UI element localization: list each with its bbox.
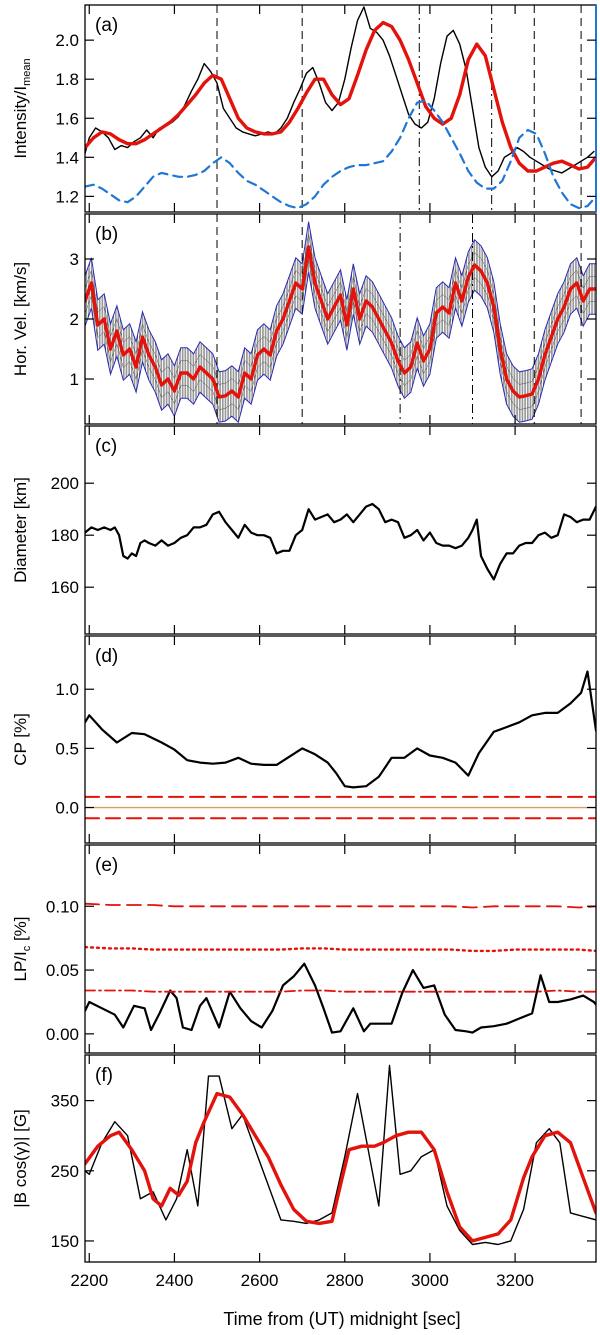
panel-e-plot-area xyxy=(85,902,596,1034)
series-B_smoothed xyxy=(85,1091,596,1243)
y-tick-label: 160 xyxy=(51,578,79,597)
series-LP_threshold_dotted xyxy=(85,945,596,953)
y-axis-label: CP [%] xyxy=(11,713,30,766)
x-tick-label: 2800 xyxy=(326,1271,364,1290)
y-axis-label: Intensity/Imean xyxy=(11,58,33,158)
y-axis-label: Hor. Vel. [km/s] xyxy=(11,262,30,376)
x-tick-label: 3200 xyxy=(496,1271,534,1290)
y-tick-label: 1 xyxy=(70,370,79,389)
series-LP xyxy=(85,962,596,1034)
y-tick-label: 3 xyxy=(70,250,79,269)
series-diameter xyxy=(85,502,596,581)
series-intensity_reference xyxy=(85,99,596,210)
y-axis-label: |B cos(γ)| [G] xyxy=(11,1109,30,1208)
series-intensity_raw xyxy=(85,6,595,178)
y-tick-label: 0.05 xyxy=(46,961,79,980)
panel-label: (e) xyxy=(95,855,118,876)
panel-d-plot-area xyxy=(85,670,596,820)
y-axis-label: Diameter [km] xyxy=(11,477,30,583)
y-tick-label: 0.00 xyxy=(46,1025,79,1044)
series-velocity xyxy=(85,245,596,399)
y-tick-label: 1.6 xyxy=(55,109,79,128)
panel-a: 1.2 1.4 1.6 1.8 2.0 (a) Intensity/Imean xyxy=(11,4,597,213)
panel-b: 1 2 3 (b) Hor. Vel. [km/s] xyxy=(11,213,597,425)
panel-d-frame xyxy=(84,635,597,844)
y-tick-label: 150 xyxy=(51,1232,79,1251)
velocity-band-inner-upper xyxy=(85,234,596,385)
panel-e-frame xyxy=(84,844,597,1054)
x-tick-label: 2400 xyxy=(156,1271,194,1290)
panel-f-plot-area xyxy=(85,1064,596,1246)
panel-f: 150 250 350 (f) |B cos(γ)| [G] xyxy=(11,1054,597,1263)
panel-a-plot-area xyxy=(85,5,596,212)
velocity-band-inner-lower xyxy=(85,259,596,411)
y-tick-label: 2.0 xyxy=(55,31,79,50)
y-tick-label: 0.5 xyxy=(55,739,79,758)
y-tick-label: 0.0 xyxy=(55,799,79,818)
panel-label: (d) xyxy=(95,646,118,667)
panel-d: 0.0 0.5 1.0 (d) CP [%] xyxy=(11,635,597,844)
panels-layer: 1.2 1.4 1.6 1.8 2.0 (a) Intensity/Imean 1 2 3 (b) H… xyxy=(11,4,597,1290)
panel-label: (a) xyxy=(95,15,118,36)
panel-label: (f) xyxy=(95,1065,113,1086)
y-tick-label: 350 xyxy=(51,1092,79,1111)
velocity-upper-bound xyxy=(85,221,596,373)
y-tick-label: 1.0 xyxy=(55,680,79,699)
series-CP xyxy=(85,670,596,789)
x-axis-label: Time from (UT) midnight [sec] xyxy=(223,1309,460,1329)
y-tick-label: 0.10 xyxy=(46,897,79,916)
panel-b-plot-area xyxy=(85,214,596,424)
panel-f-frame xyxy=(84,1054,597,1263)
x-tick-label: 2600 xyxy=(241,1271,279,1290)
panel-c-frame xyxy=(84,425,597,635)
velocity-lower-bound xyxy=(85,272,596,424)
panel-a-frame xyxy=(84,4,597,213)
y-tick-label: 180 xyxy=(51,526,79,545)
panel-c: 160 180 200 (c) Diameter [km] xyxy=(11,425,597,635)
series-LP_threshold_dashed xyxy=(85,902,596,909)
x-tick-label: 2200 xyxy=(70,1271,108,1290)
panel-label: (b) xyxy=(95,224,118,245)
y-tick-label: 1.8 xyxy=(55,70,79,89)
panel-c-plot-area xyxy=(85,502,596,581)
y-tick-label: 200 xyxy=(51,474,79,493)
y-tick-label: 1.4 xyxy=(55,148,79,167)
y-tick-label: 1.2 xyxy=(55,187,79,206)
series-LP_threshold_dashdot xyxy=(85,989,596,993)
y-tick-label: 250 xyxy=(51,1162,79,1181)
series-intensity_smoothed xyxy=(85,20,596,173)
panel-label: (c) xyxy=(95,436,117,457)
panel-e: 0.00 0.05 0.10 (e) LP/Ic [%] xyxy=(11,844,597,1054)
y-axis-label: LP/Ic [%] xyxy=(11,916,33,981)
series-B_raw xyxy=(85,1064,596,1246)
x-tick-label: 3000 xyxy=(411,1271,449,1290)
y-tick-label: 2 xyxy=(70,310,79,329)
